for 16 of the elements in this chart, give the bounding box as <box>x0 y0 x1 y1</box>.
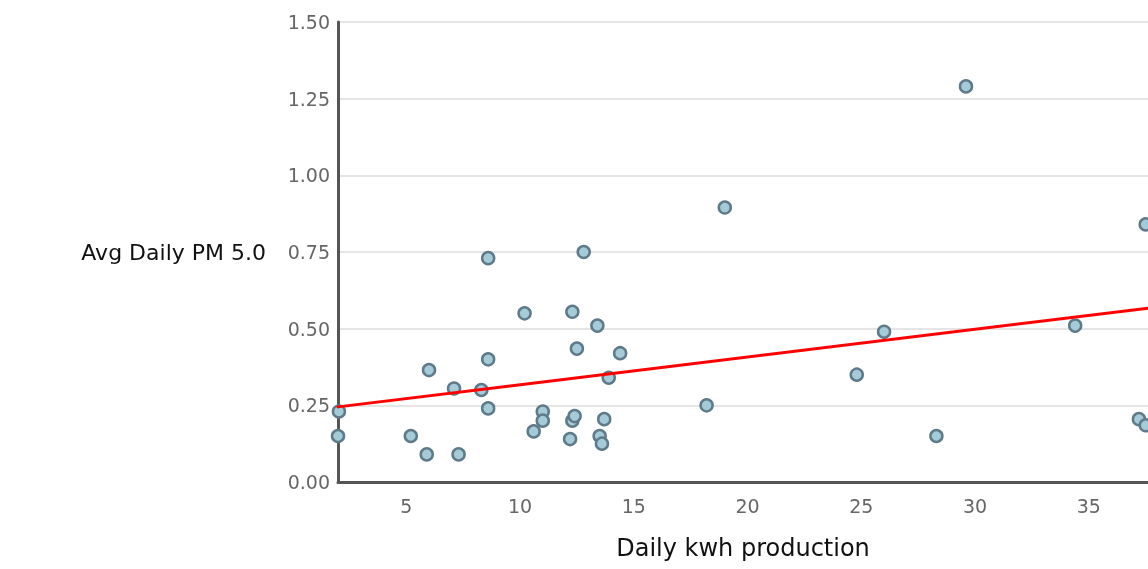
y-tick-label: 0.75 <box>287 241 330 263</box>
x-tick-label: 35 <box>1076 494 1101 517</box>
y-tick-label: 1.25 <box>287 87 330 110</box>
x-tick-label: 20 <box>735 494 760 517</box>
x-axis-title: Daily kwh production <box>616 534 870 562</box>
y-tick-label: 0.25 <box>287 394 330 417</box>
y-tick-label: 1.50 <box>287 11 330 33</box>
y-tick-label: 1.00 <box>287 164 330 187</box>
y-tick-label: 0.50 <box>287 317 330 340</box>
x-tick-label: 30 <box>962 494 988 517</box>
x-tick-label: 15 <box>621 494 646 517</box>
x-tick-label: 5 <box>400 494 413 517</box>
y-tick-label: 0.00 <box>287 471 330 493</box>
x-tick-label: 10 <box>507 494 533 517</box>
x-tick-label: 25 <box>849 494 874 517</box>
y-axis-title: Avg Daily PM 5.0 <box>81 239 266 265</box>
